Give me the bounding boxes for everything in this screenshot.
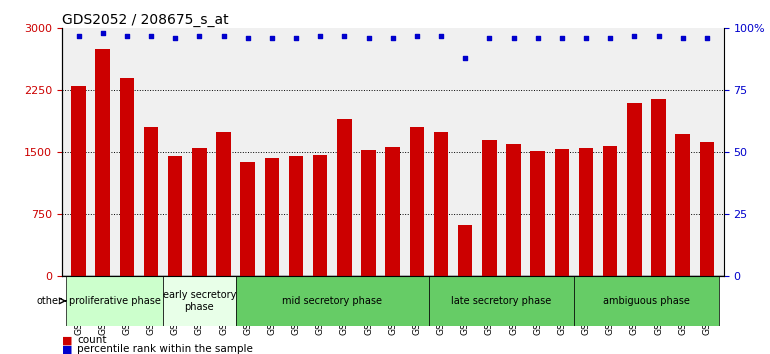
Point: [217, 33, 229, 39]
FancyBboxPatch shape: [236, 276, 429, 326]
Point: [96, 30, 109, 36]
Point: [580, 35, 592, 41]
Text: late secretory phase: late secretory phase: [451, 296, 551, 306]
Point: [314, 33, 326, 39]
Bar: [240, 162, 255, 276]
Bar: [434, 132, 448, 276]
Point: [484, 35, 496, 41]
Point: [677, 35, 689, 41]
Bar: [554, 149, 569, 276]
Point: [628, 33, 641, 39]
Point: [363, 35, 375, 41]
Point: [531, 35, 544, 41]
Text: other: other: [37, 296, 63, 306]
Bar: [579, 148, 594, 276]
Point: [169, 35, 182, 41]
Bar: [700, 142, 714, 276]
Bar: [603, 147, 618, 276]
FancyBboxPatch shape: [66, 276, 163, 326]
Text: ambiguous phase: ambiguous phase: [603, 296, 690, 306]
Point: [459, 55, 471, 61]
Point: [242, 35, 254, 41]
Bar: [507, 144, 521, 276]
Bar: [144, 127, 159, 276]
Text: ■: ■: [62, 335, 72, 346]
Bar: [119, 78, 134, 276]
Point: [193, 33, 206, 39]
Bar: [168, 156, 182, 276]
Bar: [313, 155, 327, 276]
Text: ■: ■: [62, 344, 72, 354]
Point: [604, 35, 616, 41]
Bar: [386, 147, 400, 276]
Bar: [265, 158, 279, 276]
Point: [145, 33, 157, 39]
Point: [266, 35, 278, 41]
Point: [121, 33, 133, 39]
Point: [435, 33, 447, 39]
Bar: [72, 86, 85, 276]
Bar: [651, 98, 666, 276]
Bar: [216, 132, 231, 276]
Point: [410, 33, 423, 39]
Bar: [675, 134, 690, 276]
Bar: [458, 225, 473, 276]
Text: proliferative phase: proliferative phase: [69, 296, 161, 306]
Bar: [627, 103, 641, 276]
FancyBboxPatch shape: [429, 276, 574, 326]
Bar: [410, 127, 424, 276]
Bar: [482, 140, 497, 276]
Bar: [192, 148, 206, 276]
Point: [652, 33, 665, 39]
Text: early secretory
phase: early secretory phase: [162, 290, 236, 312]
Bar: [361, 150, 376, 276]
FancyBboxPatch shape: [574, 276, 719, 326]
Bar: [95, 49, 110, 276]
Point: [507, 35, 520, 41]
Point: [338, 33, 350, 39]
Text: GDS2052 / 208675_s_at: GDS2052 / 208675_s_at: [62, 13, 228, 27]
Text: mid secretory phase: mid secretory phase: [283, 296, 382, 306]
Point: [556, 35, 568, 41]
Text: percentile rank within the sample: percentile rank within the sample: [77, 344, 253, 354]
Point: [72, 33, 85, 39]
Point: [387, 35, 399, 41]
Bar: [289, 156, 303, 276]
Point: [701, 35, 713, 41]
Bar: [531, 150, 545, 276]
Text: count: count: [77, 335, 106, 346]
Bar: [337, 119, 352, 276]
Point: [290, 35, 302, 41]
FancyBboxPatch shape: [163, 276, 236, 326]
